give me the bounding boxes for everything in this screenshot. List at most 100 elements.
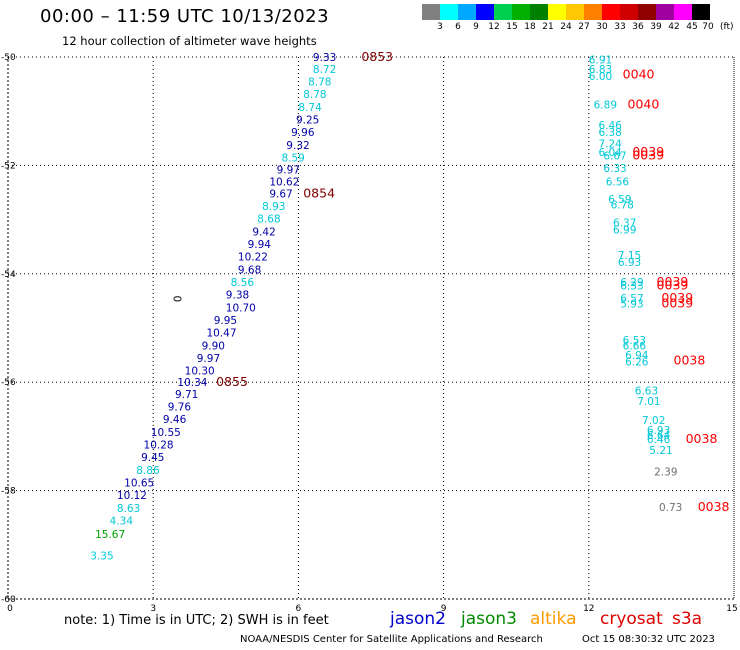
wave-height-label: 8.59: [281, 152, 304, 164]
pass-time-label: 0040: [623, 66, 655, 81]
wave-height-label: 7.15: [618, 250, 641, 262]
scale-swatch: [674, 4, 692, 20]
scale-tick-label: 24: [560, 22, 572, 32]
wave-height-label: 9.38: [226, 289, 249, 301]
pass-time-label: 0038: [686, 431, 718, 446]
wave-height-label: 10.62: [269, 177, 299, 189]
scale-swatch: [440, 4, 458, 20]
pass-time-label: 0039: [632, 144, 664, 159]
wave-height-label: 3.35: [90, 551, 113, 563]
wave-height-label: 6.57: [620, 293, 643, 305]
wave-height-label: 6.37: [613, 217, 636, 229]
footer-timestamp: Oct 15 08:30:32 UTC 2023: [582, 634, 715, 645]
wave-height-label: 6.89: [594, 100, 617, 112]
scale-tick-label: 39: [650, 22, 662, 32]
wave-height-label: 8.78: [303, 89, 326, 101]
wave-height-label: 6.38: [598, 127, 621, 139]
scale-tick-label: 30: [596, 22, 608, 32]
chart-title: 00:00 – 11:59 UTC 10/13/2023: [40, 6, 330, 27]
scale-swatch: [476, 4, 494, 20]
y-tick-label: -58: [1, 487, 16, 497]
x-tick-label: 15: [726, 604, 737, 614]
scale-swatch: [656, 4, 674, 20]
wave-height-label: 5.21: [649, 445, 672, 457]
wave-height-label: 9.96: [291, 127, 315, 139]
wave-height-label: 6.93: [618, 257, 641, 269]
scale-tick-label: 21: [542, 22, 554, 32]
x-tick-label: 0: [7, 604, 13, 614]
wave-height-label: 5.93: [620, 299, 643, 311]
wave-height-label: 6.94: [625, 350, 649, 362]
scale-tick-label: 12: [488, 22, 500, 32]
scale-swatch: [494, 4, 512, 20]
scale-tick-label: 36: [632, 22, 644, 32]
wave-height-label: 9.71: [175, 389, 198, 401]
wave-height-label: 9.32: [286, 140, 309, 152]
wave-height-label: 6.33: [603, 163, 626, 175]
wave-height-label: 6.83: [589, 64, 612, 76]
scale-tick-label: 27: [578, 22, 590, 32]
wave-height-label: 8.68: [257, 214, 280, 226]
wave-height-label: 10.70: [226, 302, 256, 314]
scale-swatch: [512, 4, 530, 20]
wave-height-label: 10.65: [124, 477, 154, 489]
x-tick-label: 12: [583, 604, 594, 614]
wave-height-label: 6.04: [598, 147, 622, 159]
scale-tick-label: 9: [473, 22, 479, 32]
wave-height-label: 6.66: [623, 340, 647, 352]
scale-swatch: [620, 4, 638, 20]
chart-subtitle: 12 hour collection of altimeter wave hei…: [62, 34, 317, 48]
wave-height-label: 4.34: [110, 515, 134, 527]
scale-unit-label: (ft): [720, 22, 734, 32]
wave-height-label: 7.24: [598, 139, 622, 151]
wave-height-label: 7.01: [637, 396, 660, 408]
wave-height-label: 9.33: [313, 52, 336, 64]
scale-tick-label: 3: [437, 22, 443, 32]
wave-height-label: 8.78: [308, 76, 331, 88]
wave-height-label: 9.67: [269, 189, 292, 201]
wave-height-label: 0.73: [659, 502, 682, 514]
satellite-legend-cryosat: cryosat: [600, 609, 663, 629]
x-tick-label: 9: [441, 604, 447, 614]
satellite-legend-jason3: jason3: [461, 609, 517, 629]
footer-credit: NOAA/NESDIS Center for Satellite Applica…: [240, 634, 543, 645]
wave-height-label: 9.25: [296, 114, 319, 126]
pass-time-label: 0854: [303, 186, 335, 201]
wave-height-label: 10.28: [144, 440, 174, 452]
wave-height-label: 10.55: [151, 427, 181, 439]
wave-height-label: 0: [170, 295, 182, 302]
wave-height-label: 9.46: [163, 414, 187, 426]
wave-height-label: 10.47: [206, 327, 236, 339]
y-tick-label: -52: [1, 161, 16, 171]
x-tick-label: 3: [150, 604, 156, 614]
scale-swatch: [458, 4, 476, 20]
wave-height-label: 8.86: [136, 465, 160, 477]
wave-height-label: 6.63: [635, 385, 658, 397]
scale-tick-label: 33: [614, 22, 626, 32]
wave-height-label: 10.22: [238, 251, 268, 263]
scale-tick-label: 6: [455, 22, 461, 32]
y-tick-label: -60: [1, 595, 16, 605]
scale-swatch: [566, 4, 584, 20]
wave-height-label: 10.12: [117, 490, 147, 502]
wave-height-label: 6.33: [620, 281, 643, 293]
scale-swatch: [548, 4, 566, 20]
wave-height-label: 6.59: [608, 194, 631, 206]
wave-height-label: 6.26: [625, 357, 649, 369]
wave-height-label: 6.67: [603, 151, 626, 163]
scale-swatch: [584, 4, 602, 20]
scale-swatch: [422, 4, 440, 20]
wave-height-label: 9.68: [238, 264, 261, 276]
wave-height-label: 9.45: [141, 452, 164, 464]
pass-time-label: 0038: [698, 499, 730, 514]
wave-height-label: 6.93: [647, 425, 670, 437]
scale-swatch: [602, 4, 620, 20]
wave-height-label: 2.39: [654, 467, 677, 479]
wave-height-label: 15.67: [95, 529, 125, 541]
scale-tick-label: 15: [506, 22, 518, 32]
pass-time-label: 0855: [216, 374, 248, 389]
wave-height-label: 9.95: [214, 315, 237, 327]
wave-height-label: 9.76: [168, 402, 192, 414]
scale-tick-label: 70: [702, 22, 714, 32]
